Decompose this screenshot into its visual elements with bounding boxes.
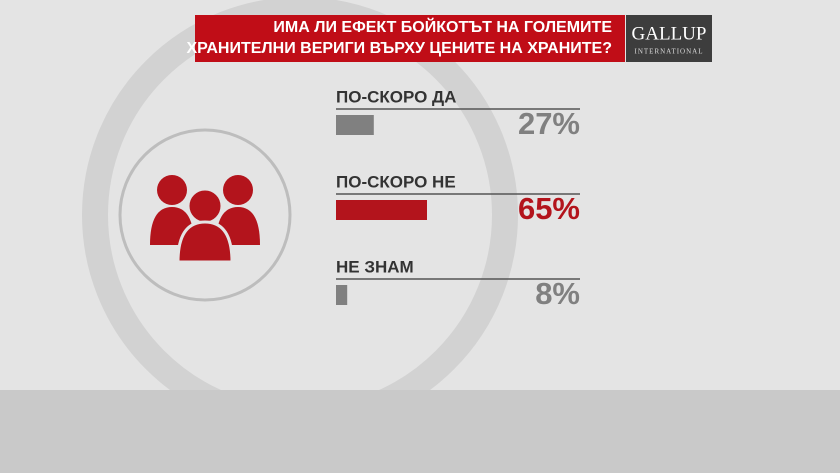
logo-subtitle: INTERNATIONAL: [635, 48, 704, 56]
decor-ring: [82, 0, 518, 390]
value-label: 8%: [535, 276, 580, 311]
people-icon: [150, 175, 260, 264]
bar: [336, 115, 374, 135]
logo-box: [626, 15, 712, 62]
bar: [336, 285, 348, 305]
title-banner: [195, 15, 625, 62]
bar: [336, 200, 427, 220]
category-label: ПО-СКОРО ДА: [336, 87, 456, 106]
chart-title: ИМА ЛИ ЕФЕКТ БОЙКОТЪТ НА ГОЛЕМИТЕ: [273, 17, 612, 36]
chart-title: ХРАНИТЕЛНИ ВЕРИГИ ВЪРХУ ЦЕНИТЕ НА ХРАНИТ…: [186, 40, 612, 57]
logo-name: GALLUP: [632, 23, 707, 44]
value-label: 27%: [518, 106, 580, 141]
category-label: ПО-СКОРО НЕ: [336, 172, 456, 191]
category-label: НЕ ЗНАМ: [336, 257, 414, 276]
value-label: 65%: [518, 191, 580, 226]
floor: [0, 390, 840, 473]
